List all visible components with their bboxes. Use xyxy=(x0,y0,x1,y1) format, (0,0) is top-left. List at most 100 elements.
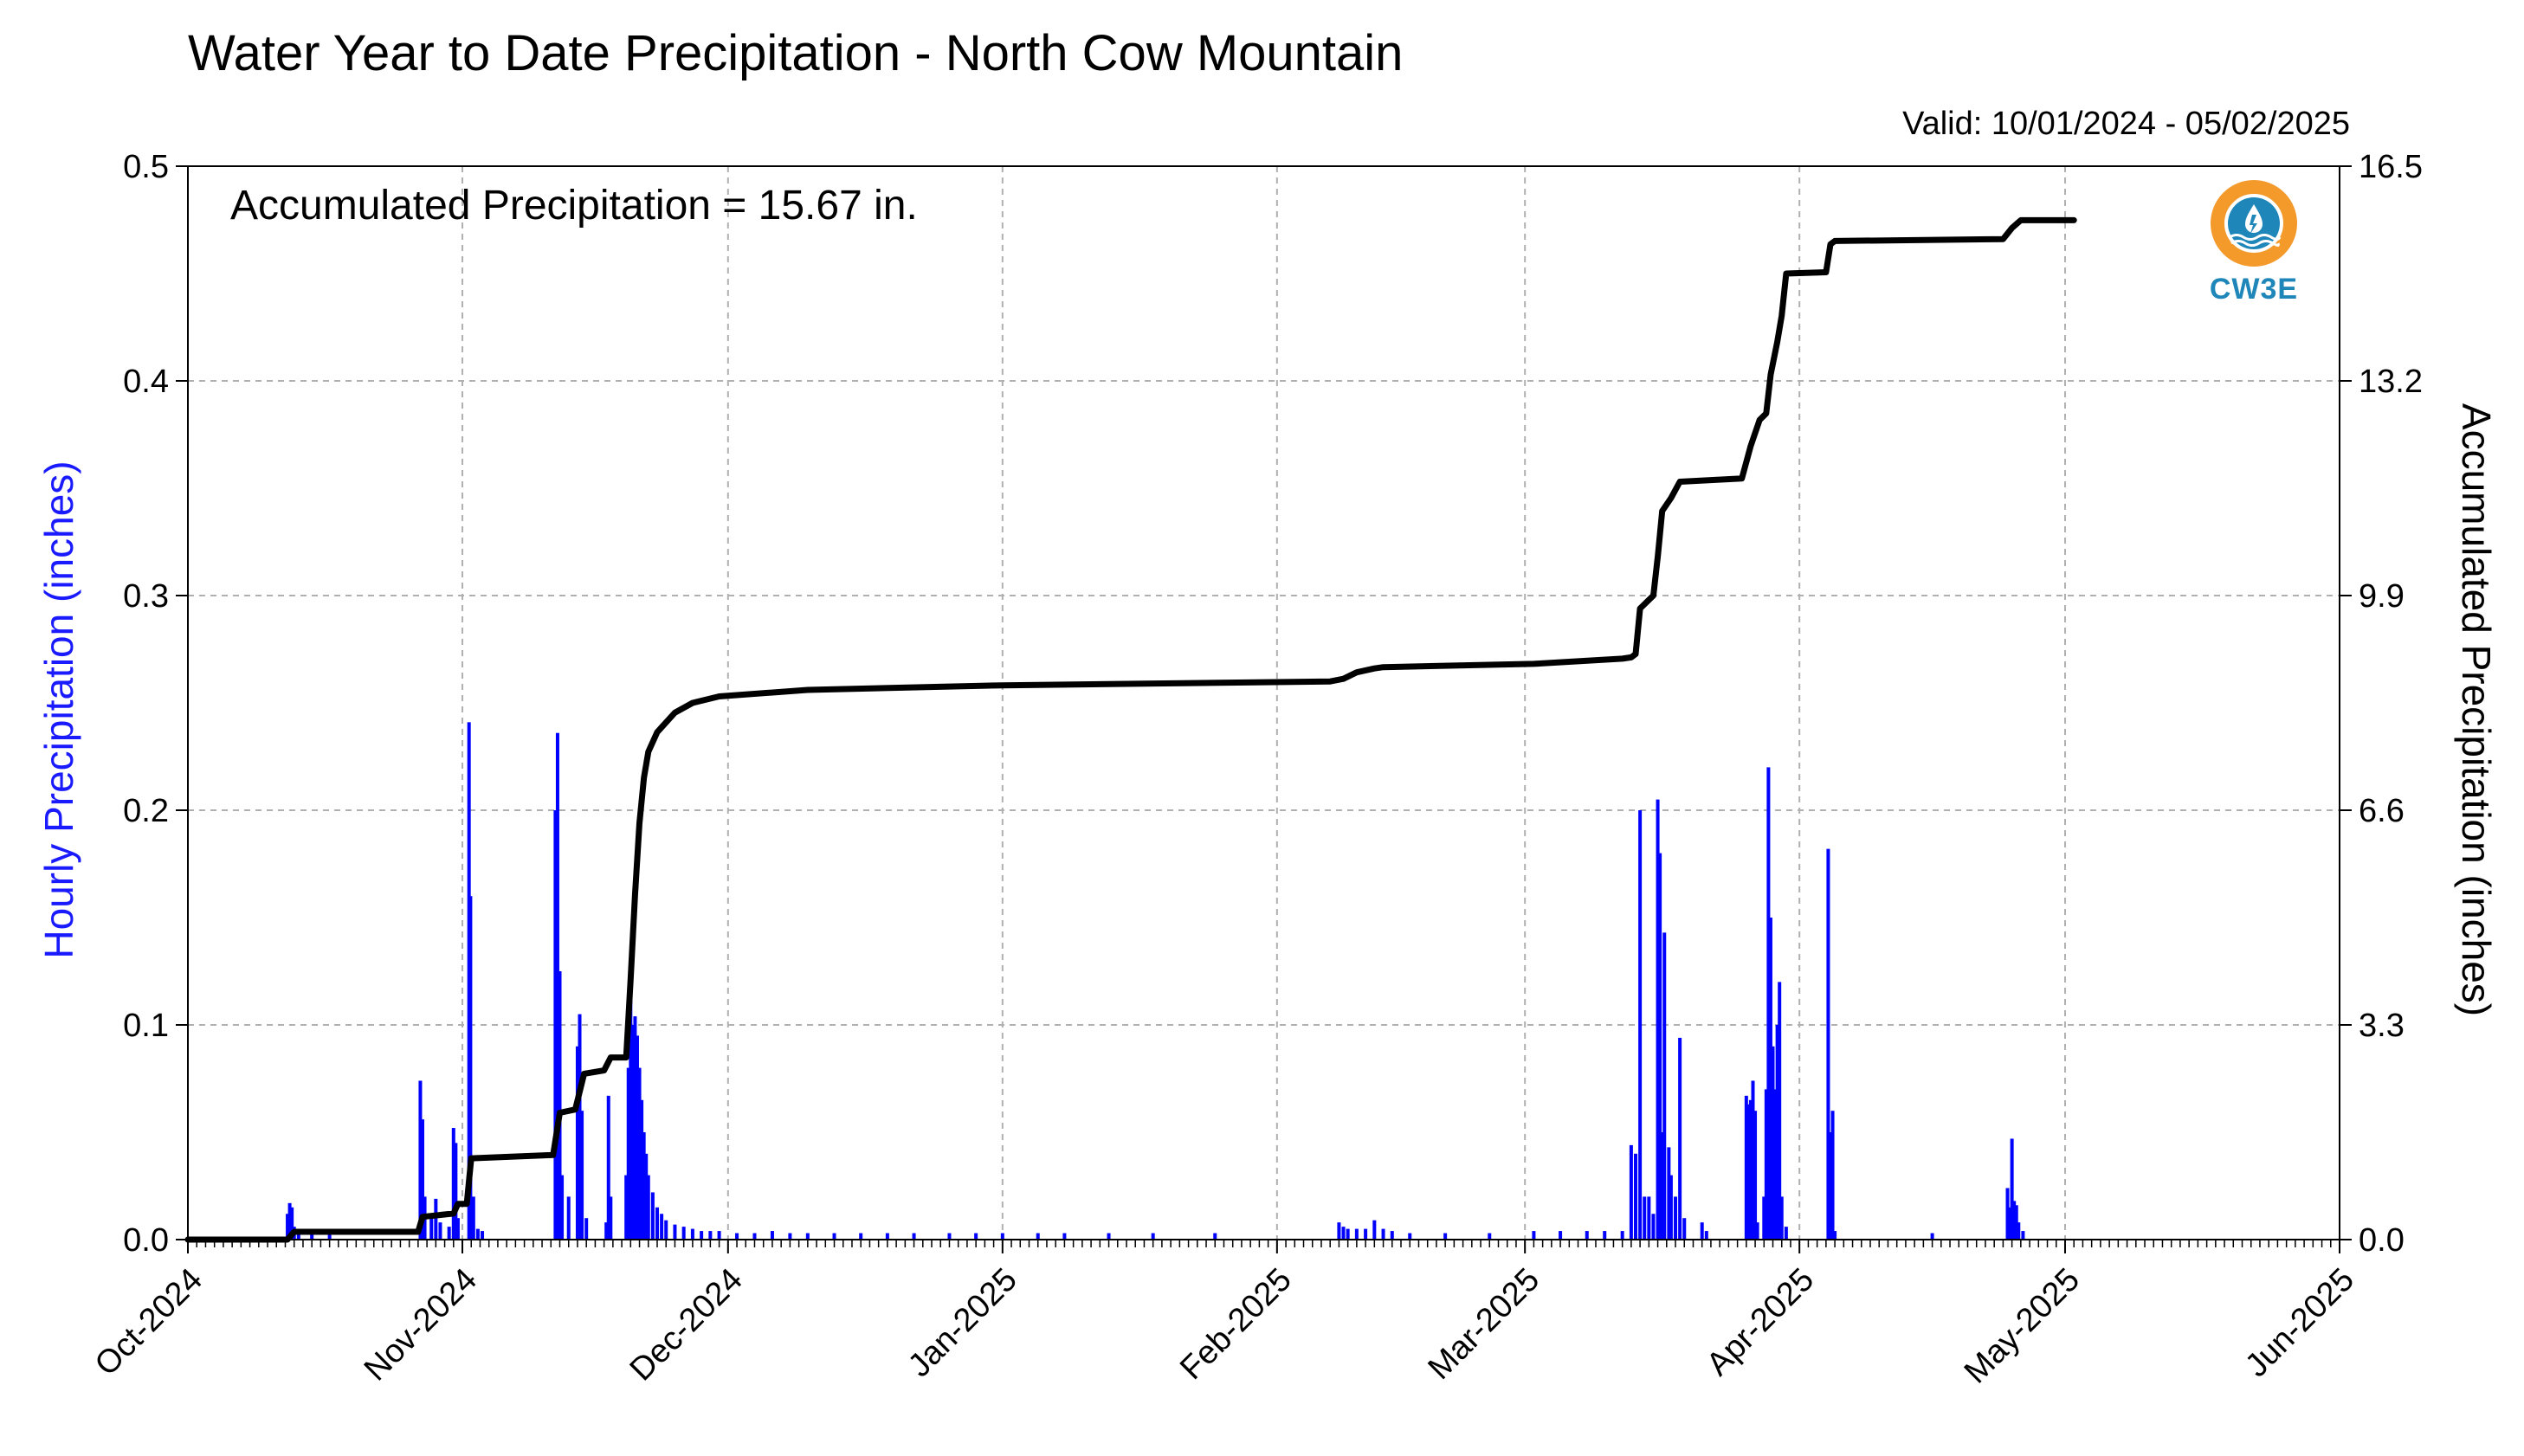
y-right-tick-label: 9.9 xyxy=(2359,578,2405,615)
x-tick-label: Jan-2025 xyxy=(901,1261,1024,1384)
hourly-precip-bar xyxy=(475,1228,480,1240)
hourly-precip-bar xyxy=(2010,1138,2014,1240)
hourly-precip-bar xyxy=(1408,1233,1412,1240)
hourly-precip-bar xyxy=(1669,1175,1673,1240)
hourly-precip-bar xyxy=(1766,767,1771,1240)
x-tick-label: Feb-2025 xyxy=(1173,1261,1299,1387)
hourly-precip-bar xyxy=(1341,1227,1346,1240)
x-tick-label: Apr-2025 xyxy=(1700,1261,1821,1382)
hourly-precip-bar xyxy=(690,1228,694,1240)
y-right-tick-label: 6.6 xyxy=(2359,793,2405,829)
hourly-precip-bar xyxy=(553,810,558,1240)
y-left-tick-label: 0.5 xyxy=(123,149,169,185)
hourly-precip-bar xyxy=(1830,1111,1835,1240)
hourly-precip-bar xyxy=(1488,1233,1492,1240)
hourly-precip-bar xyxy=(642,1132,646,1240)
y-left-tick-label: 0.4 xyxy=(123,364,169,400)
x-axis: Oct-2024 Nov-2024 Dec-2024 Jan-2025 Feb-2025… xyxy=(88,1240,2361,1391)
hourly-precip-bar xyxy=(310,1233,314,1240)
hourly-precip-bar xyxy=(584,1218,589,1240)
hourly-precip-bar xyxy=(2014,1205,2018,1240)
hourly-precip-bar xyxy=(1000,1233,1004,1240)
hourly-precip-bar xyxy=(1107,1233,1111,1240)
hourly-precip-bar xyxy=(604,1222,609,1240)
hourly-precip-bar xyxy=(1638,810,1643,1240)
hourly-precip-bar xyxy=(2021,1231,2025,1240)
hourly-precip-bar xyxy=(1036,1233,1040,1240)
hourly-precip-bar xyxy=(1585,1231,1589,1240)
hourly-precip-bar xyxy=(1213,1233,1217,1240)
hourly-precip-bar xyxy=(1828,1132,1832,1240)
hourly-precip-bar xyxy=(1775,1025,1779,1240)
hourly-precip-bar xyxy=(624,1175,629,1240)
hourly-precip-bar xyxy=(644,1153,649,1240)
x-tick-label: Mar-2025 xyxy=(1422,1261,1547,1387)
hourly-precip-bar xyxy=(1643,1196,1647,1240)
hourly-precip-bar xyxy=(770,1231,774,1240)
hourly-precip-bar xyxy=(1779,1196,1784,1240)
accumulated-precip-line xyxy=(184,216,2077,1243)
hourly-precip-bar xyxy=(1678,1037,1682,1240)
hourly-precip-bar xyxy=(1603,1231,1607,1240)
chart-title: Water Year to Date Precipitation - North… xyxy=(188,25,1404,81)
y-left-tick-label: 0.2 xyxy=(123,793,169,829)
hourly-precip-bar xyxy=(626,1067,630,1240)
hourly-precip-bar xyxy=(788,1233,792,1240)
hourly-precip-bar xyxy=(327,1231,332,1240)
hourly-precip-bar xyxy=(1559,1231,1563,1240)
hourly-precip-bar xyxy=(947,1233,952,1240)
hourly-precip-bar xyxy=(805,1233,810,1240)
hourly-precip-bar xyxy=(859,1233,863,1240)
x-tick-label: Dec-2024 xyxy=(623,1261,750,1388)
hourly-precip-bar xyxy=(1658,853,1662,1240)
hourly-precip-bar xyxy=(1354,1228,1359,1240)
hourly-precip-bar xyxy=(974,1233,978,1240)
hourly-precip-bar xyxy=(429,1214,434,1240)
y-axis-right: 0.0 3.3 6.6 9.9 13.2 16.5 xyxy=(2340,149,2423,1259)
hourly-precip-bar xyxy=(1364,1228,1368,1240)
hourly-precip-bar xyxy=(646,1175,650,1240)
hourly-precip-bar xyxy=(578,1014,582,1240)
hourly-precip-bar xyxy=(1656,799,1660,1240)
hourly-precip-bar xyxy=(296,1231,300,1240)
hourly-precip-bar xyxy=(1784,1227,1788,1240)
hourly-precip-bar xyxy=(455,1218,460,1240)
hourly-precip-bar xyxy=(630,1025,635,1240)
hourly-precip-bar xyxy=(1620,1231,1624,1240)
hourly-precip-bar xyxy=(1744,1095,1748,1240)
y-right-tick-label: 16.5 xyxy=(2359,149,2423,185)
hourly-precip-bar xyxy=(575,1046,579,1240)
hourly-precip-bar xyxy=(1390,1231,1394,1240)
hourly-precip-bar xyxy=(290,1207,294,1240)
hourly-precip-bar xyxy=(555,732,559,1240)
hourly-precip-bar xyxy=(1773,1089,1778,1240)
hourly-precip-bar xyxy=(735,1233,739,1240)
logo-text: CW3E xyxy=(2209,273,2299,306)
hourly-precip-bar xyxy=(1700,1222,1704,1240)
hourly-precip-bar xyxy=(560,1175,565,1240)
hourly-precip-bar xyxy=(287,1202,292,1240)
y-axis-left: 0.0 0.1 0.2 0.3 0.4 0.5 xyxy=(123,149,188,1259)
hourly-precip-bar xyxy=(1660,1132,1664,1240)
hourly-precip-bar xyxy=(1751,1080,1755,1240)
hourly-precip-bar xyxy=(664,1220,668,1240)
hourly-precip-bar xyxy=(673,1224,677,1240)
hourly-precip-bar xyxy=(1833,1231,1837,1240)
hourly-precip-bar xyxy=(1674,1196,1678,1240)
hourly-precip-bar xyxy=(1647,1196,1651,1240)
hourly-precip-bar xyxy=(286,1214,290,1240)
valid-date-range: Valid: 10/01/2024 - 05/02/2025 xyxy=(1902,106,2350,142)
hourly-precip-bar xyxy=(1443,1233,1448,1240)
hourly-precip-bar xyxy=(609,1196,613,1240)
hourly-precip-bar xyxy=(1662,932,1667,1240)
hourly-precip-bar xyxy=(832,1233,836,1240)
hourly-precip-bar xyxy=(1651,1214,1656,1240)
hourly-precip-bar xyxy=(1746,1104,1751,1240)
hourly-precip-bar xyxy=(1755,1222,1759,1240)
hourly-precip-bar xyxy=(1629,1144,1633,1240)
hourly-precip-bar xyxy=(566,1196,571,1240)
hourly-precip-bar xyxy=(1062,1233,1067,1240)
hourly-precip-bar xyxy=(447,1227,451,1240)
hourly-precip-bar xyxy=(1704,1231,1708,1240)
